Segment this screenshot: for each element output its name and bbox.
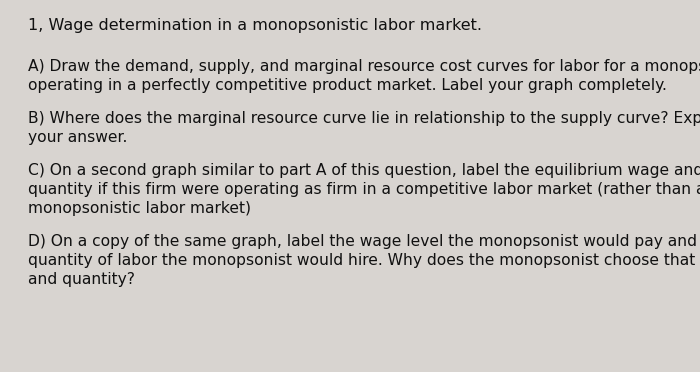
Text: 1, Wage determination in a monopsonistic labor market.: 1, Wage determination in a monopsonistic…	[28, 18, 482, 33]
Text: monopsonistic labor market): monopsonistic labor market)	[28, 201, 251, 216]
Text: quantity of labor the monopsonist would hire. Why does the monopsonist choose th: quantity of labor the monopsonist would …	[28, 253, 700, 268]
Text: your answer.: your answer.	[28, 130, 127, 145]
Text: D) On a copy of the same graph, label the wage level the monopsonist would pay a: D) On a copy of the same graph, label th…	[28, 234, 700, 249]
Text: B) Where does the marginal resource curve lie in relationship to the supply curv: B) Where does the marginal resource curv…	[28, 111, 700, 126]
Text: A) Draw the demand, supply, and marginal resource cost curves for labor for a mo: A) Draw the demand, supply, and marginal…	[28, 59, 700, 74]
Text: operating in a perfectly competitive product market. Label your graph completely: operating in a perfectly competitive pro…	[28, 78, 667, 93]
Text: and quantity?: and quantity?	[28, 272, 135, 287]
Text: quantity if this firm were operating as firm in a competitive labor market (rath: quantity if this firm were operating as …	[28, 182, 700, 197]
Text: C) On a second graph similar to part A of this question, label the equilibrium w: C) On a second graph similar to part A o…	[28, 163, 700, 178]
